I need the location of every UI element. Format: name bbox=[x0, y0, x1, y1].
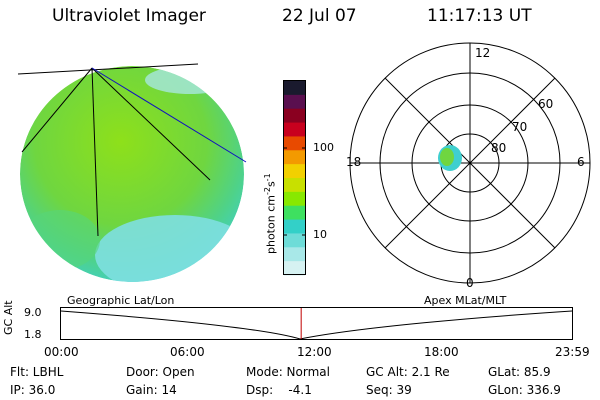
colorbar-segment bbox=[284, 81, 305, 96]
colorbar-segment bbox=[284, 164, 305, 179]
time-label: 11:17:13 UT bbox=[427, 6, 532, 26]
info-flt: Flt: LBHL bbox=[10, 365, 64, 379]
colorbar-segment bbox=[284, 122, 305, 137]
colorbar-tick-100: 100 bbox=[313, 141, 334, 154]
info-glon: GLon: 336.9 bbox=[488, 383, 561, 397]
lat-label-80: 80 bbox=[491, 141, 507, 155]
info-dsp: Dsp: -4.1 bbox=[246, 383, 312, 397]
colorbar-segment bbox=[284, 178, 305, 193]
orbit-xtick-3: 18:00 bbox=[424, 345, 459, 359]
colorbar bbox=[283, 80, 306, 276]
polar-plot bbox=[349, 42, 591, 284]
mlt-label-top: 12 bbox=[475, 46, 491, 60]
uv-earth-image bbox=[17, 63, 247, 282]
info-mode: Mode: Normal bbox=[246, 365, 330, 379]
info-gain: Gain: 14 bbox=[126, 383, 177, 397]
instrument-title: Ultraviolet Imager bbox=[52, 6, 206, 26]
orbit-xtick-1: 06:00 bbox=[170, 345, 205, 359]
info-seq: Seq: 39 bbox=[366, 383, 412, 397]
orbit-left-title: Geographic Lat/Lon bbox=[67, 294, 175, 307]
auroral-patch bbox=[438, 145, 462, 171]
date-label: 22 Jul 07 bbox=[282, 6, 357, 26]
colorbar-segment bbox=[284, 94, 305, 110]
lat-label-60: 60 bbox=[538, 97, 554, 111]
colorbar-segment bbox=[284, 205, 305, 221]
orbit-altitude-plot bbox=[60, 307, 573, 340]
orbit-xtick-0: 00:00 bbox=[44, 345, 79, 359]
lat-label-70: 70 bbox=[512, 120, 528, 134]
info-glat: GLat: 85.9 bbox=[488, 365, 551, 379]
mlt-label-left: 18 bbox=[346, 155, 362, 169]
colorbar-segment bbox=[284, 150, 305, 165]
colorbar-segment bbox=[284, 247, 305, 262]
geo-grid-lines bbox=[17, 63, 211, 237]
orbit-xtick-2: 12:00 bbox=[297, 345, 332, 359]
colorbar-segment bbox=[284, 191, 305, 207]
orbit-ylabel: GC Alt bbox=[2, 300, 15, 335]
orbit-ytick-bottom: 1.8 bbox=[24, 328, 42, 341]
info-gc-alt: GC Alt: 2.1 Re bbox=[366, 365, 450, 379]
mlt-label-right: 6 bbox=[577, 155, 585, 169]
orbit-ytick-top: 9.0 bbox=[24, 306, 42, 319]
colorbar-tick-10: 10 bbox=[313, 228, 327, 241]
apex-line bbox=[91, 67, 247, 163]
altitude-curve bbox=[60, 310, 573, 340]
colorbar-segment bbox=[284, 233, 305, 248]
orbit-right-title: Apex MLat/MLT bbox=[424, 294, 507, 307]
colorbar-label: photon cm-2s-1 bbox=[263, 173, 278, 254]
colorbar-segment bbox=[284, 219, 305, 234]
colorbar-segment bbox=[284, 136, 305, 151]
info-door: Door: Open bbox=[126, 365, 195, 379]
colorbar-segment bbox=[284, 108, 305, 124]
colorbar-segment bbox=[284, 261, 305, 276]
orbit-xtick-4: 23:59 bbox=[555, 345, 590, 359]
mlt-label-bottom: 0 bbox=[466, 276, 474, 290]
info-ip: IP: 36.0 bbox=[10, 383, 56, 397]
